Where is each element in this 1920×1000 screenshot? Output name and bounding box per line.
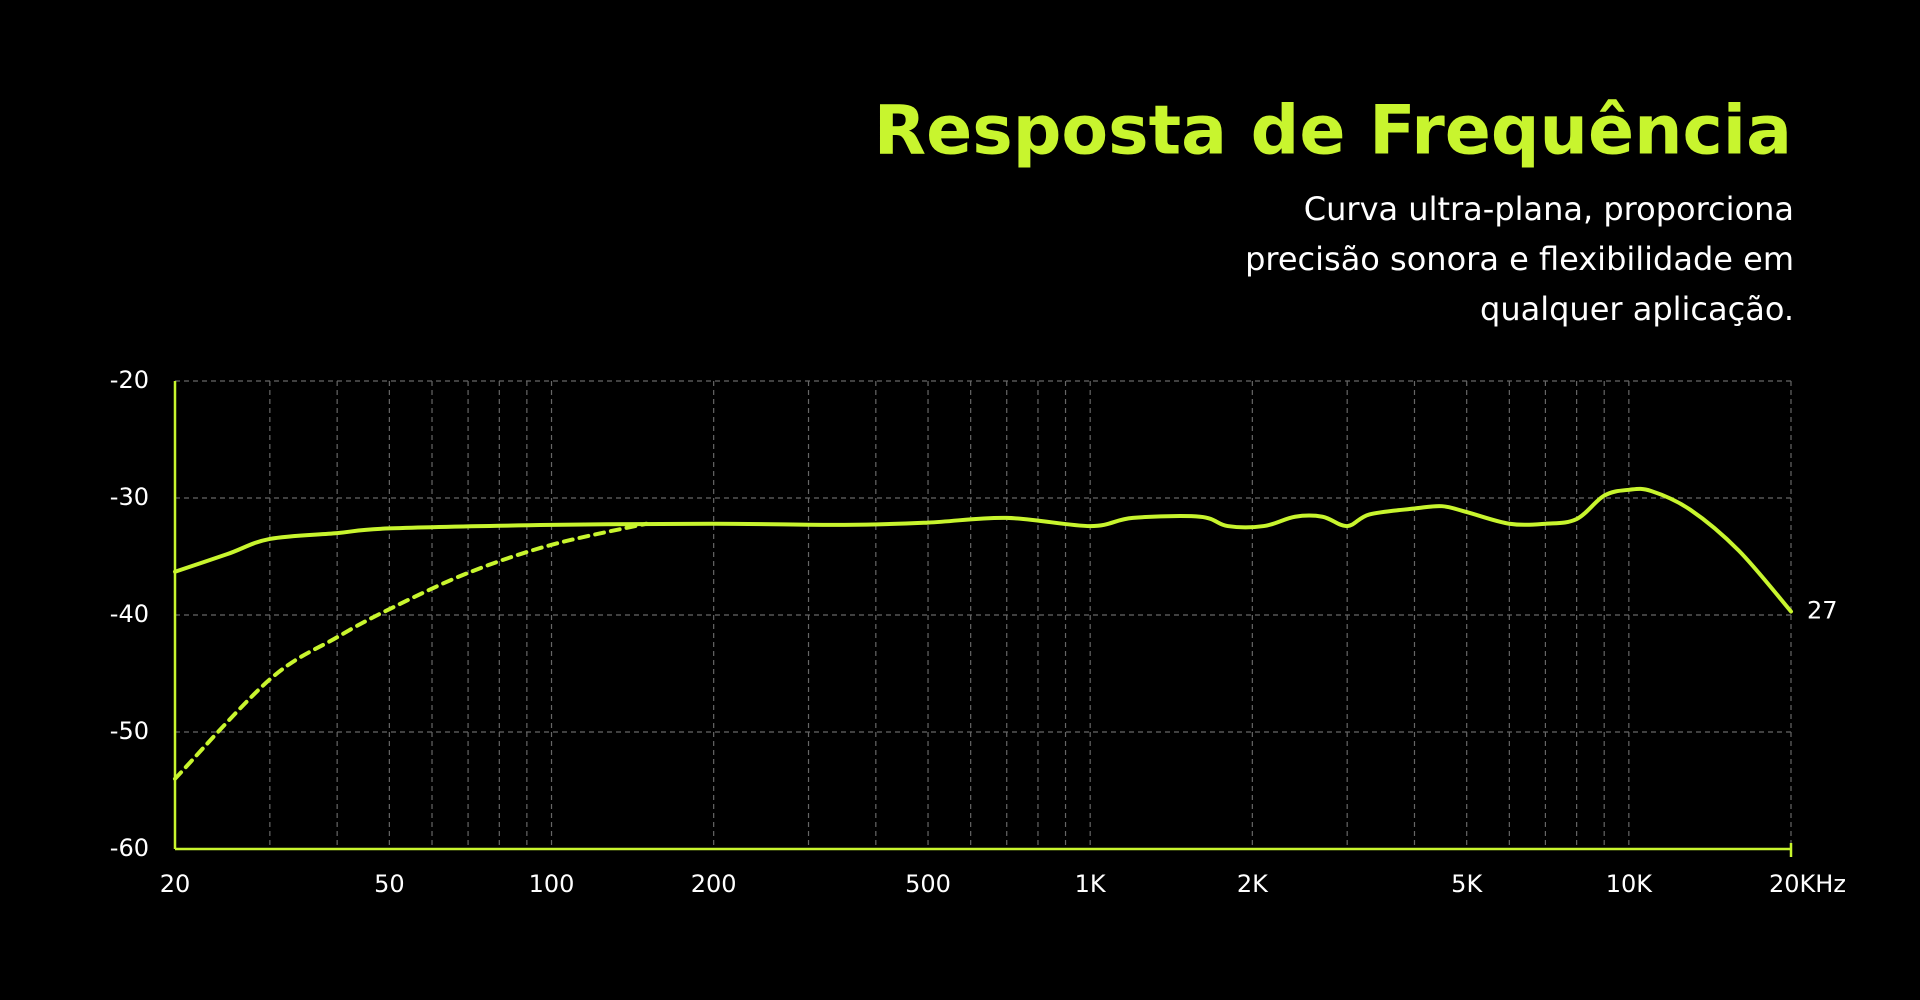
x-tick-label: 20KHz bbox=[1769, 870, 1846, 898]
x-tick-label: 5K bbox=[1451, 870, 1483, 898]
y-tick-label: -50 bbox=[110, 717, 149, 745]
x-tick-label: 1K bbox=[1075, 870, 1107, 898]
subtitle-line: precisão sonora e flexibilidade em bbox=[1245, 240, 1794, 278]
chart-title: Resposta de Frequência bbox=[874, 92, 1792, 171]
dashed-line bbox=[173, 521, 649, 781]
x-tick-label: 2K bbox=[1237, 870, 1269, 898]
subtitle-line: qualquer aplicação. bbox=[1480, 290, 1794, 328]
y-tick-label: -20 bbox=[110, 366, 149, 394]
x-tick-label: 500 bbox=[905, 870, 951, 898]
y-tick-label: -30 bbox=[110, 483, 149, 511]
subtitle-line: Curva ultra-plana, proporciona bbox=[1304, 190, 1794, 228]
line bbox=[173, 486, 1793, 614]
x-tick-label: 200 bbox=[691, 870, 737, 898]
x-tick-label: 50 bbox=[374, 870, 405, 898]
y-tick-label: -60 bbox=[110, 834, 149, 862]
x-tick-label: 10K bbox=[1606, 870, 1654, 898]
y-tick-label: -40 bbox=[110, 600, 149, 628]
end-label: 27 bbox=[1807, 596, 1838, 624]
x-tick-label: 100 bbox=[529, 870, 575, 898]
x-tick-label: 20 bbox=[160, 870, 191, 898]
